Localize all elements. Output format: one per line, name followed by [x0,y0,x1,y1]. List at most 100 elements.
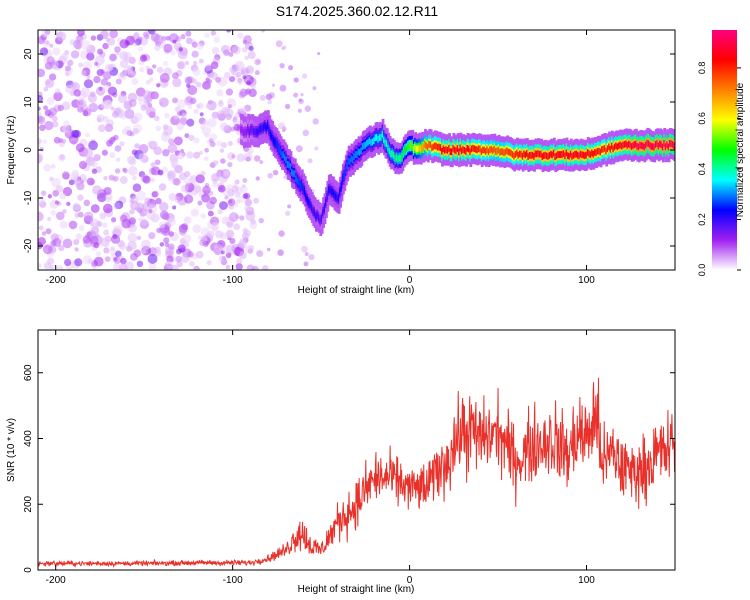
noise-speck [119,51,128,60]
spectrogram-cell [448,145,451,152]
noise-speck [170,49,176,56]
noise-speck [237,32,244,39]
noise-speck [127,232,138,243]
noise-speck [226,30,232,33]
noise-speck [180,34,186,40]
snr-panel: -200 -100 0 100 0 200 400 600 Height of straig… [6,329,676,595]
spectrogram-cell [261,125,265,132]
spectrogram-cell [601,146,604,153]
noise-speck [127,155,136,165]
noise-speck [312,86,317,91]
noise-speck [228,76,236,83]
noise-speck [185,61,190,66]
noise-speck [165,261,174,269]
noise-speck [99,30,109,40]
noise-speck [181,113,187,119]
spectrogram-cell [629,141,633,149]
noise-speck [199,112,204,117]
noise-speck [45,228,52,235]
spectrogram-cell [544,151,548,159]
noise-speck [232,45,241,55]
noise-speck [177,61,185,70]
noise-speck [102,42,109,50]
noise-speck [223,49,230,57]
noise-speck [226,230,235,238]
spectrogram-cell [264,122,267,130]
spectrogram-cell [630,143,634,150]
noise-speck [227,98,233,104]
spectrogram-cell [543,152,546,160]
x-tick-label: -200 [46,275,66,286]
noise-speck [186,118,195,127]
noise-speck [158,183,167,191]
noise-speck [109,152,116,159]
spectrogram-cell [252,127,256,135]
noise-speck [221,142,228,149]
noise-speck [278,230,285,237]
noise-speck [167,243,175,251]
noise-speck [156,83,161,88]
spectrogram-cell [326,193,330,200]
spectrogram-cell [349,158,352,165]
noise-speck [203,156,209,162]
spectrogram-cell [484,148,488,155]
spectrogram-cell [661,143,665,151]
spectrogram-cell [499,148,502,156]
noise-speck [243,192,251,200]
colorbar-tick-label: 0.4 [697,163,707,176]
spectrogram-cell [517,151,521,159]
noise-speck [178,47,183,52]
y-tick-label: 400 [23,430,34,447]
noise-speck [68,220,78,230]
spectrogram-cell [643,143,647,151]
spectrogram-y-label: Frequency (Hz) [6,116,17,185]
noise-speck [132,202,138,208]
spectrogram-cell [390,150,393,158]
noise-speck [295,145,303,153]
spectrogram-cell [375,134,379,141]
noise-speck [244,198,253,207]
spectrogram-cell [567,152,570,159]
noise-speck [54,200,59,205]
spectrogram-cell [653,143,657,151]
spectrogram-cell [673,142,675,150]
spectrogram-cell [540,150,543,158]
spectrogram-cell [487,148,491,156]
noise-speck [193,151,201,159]
spectrogram-cell [312,207,316,215]
noise-speck [192,67,201,77]
noise-speck [192,78,198,84]
spectrogram-cell [339,188,342,196]
noise-speck [225,88,234,96]
noise-speck [266,247,271,252]
noise-speck [256,250,264,258]
spectrogram-cell [560,151,563,158]
spectrogram-cell [305,192,309,200]
spectrogram-cell [404,146,408,154]
noise-speck [159,202,169,212]
spectrogram-cell [295,175,299,183]
noise-speck [186,151,194,159]
noise-speck [133,249,142,257]
spectrogram-cell [460,147,464,155]
noise-speck [95,86,106,96]
spectrogram-cell [615,142,619,150]
spectrogram-cell [531,151,535,159]
spectrogram-cell [289,163,293,170]
noise-speck [176,98,187,109]
noise-speck [222,245,232,254]
spectrogram-cell [281,151,284,158]
noise-speck [195,250,204,259]
noise-speck [211,47,220,55]
spectrogram-cell [419,145,423,153]
noise-speck [166,255,174,263]
spectrogram-cell [562,150,566,157]
spectrogram-cell [501,148,505,156]
spectrogram-cell [412,146,416,153]
noise-speck [38,225,44,231]
spectrogram-cell [388,147,392,155]
noise-speck [103,186,112,196]
noise-speck [162,213,170,221]
spectrogram-cell [547,153,551,160]
